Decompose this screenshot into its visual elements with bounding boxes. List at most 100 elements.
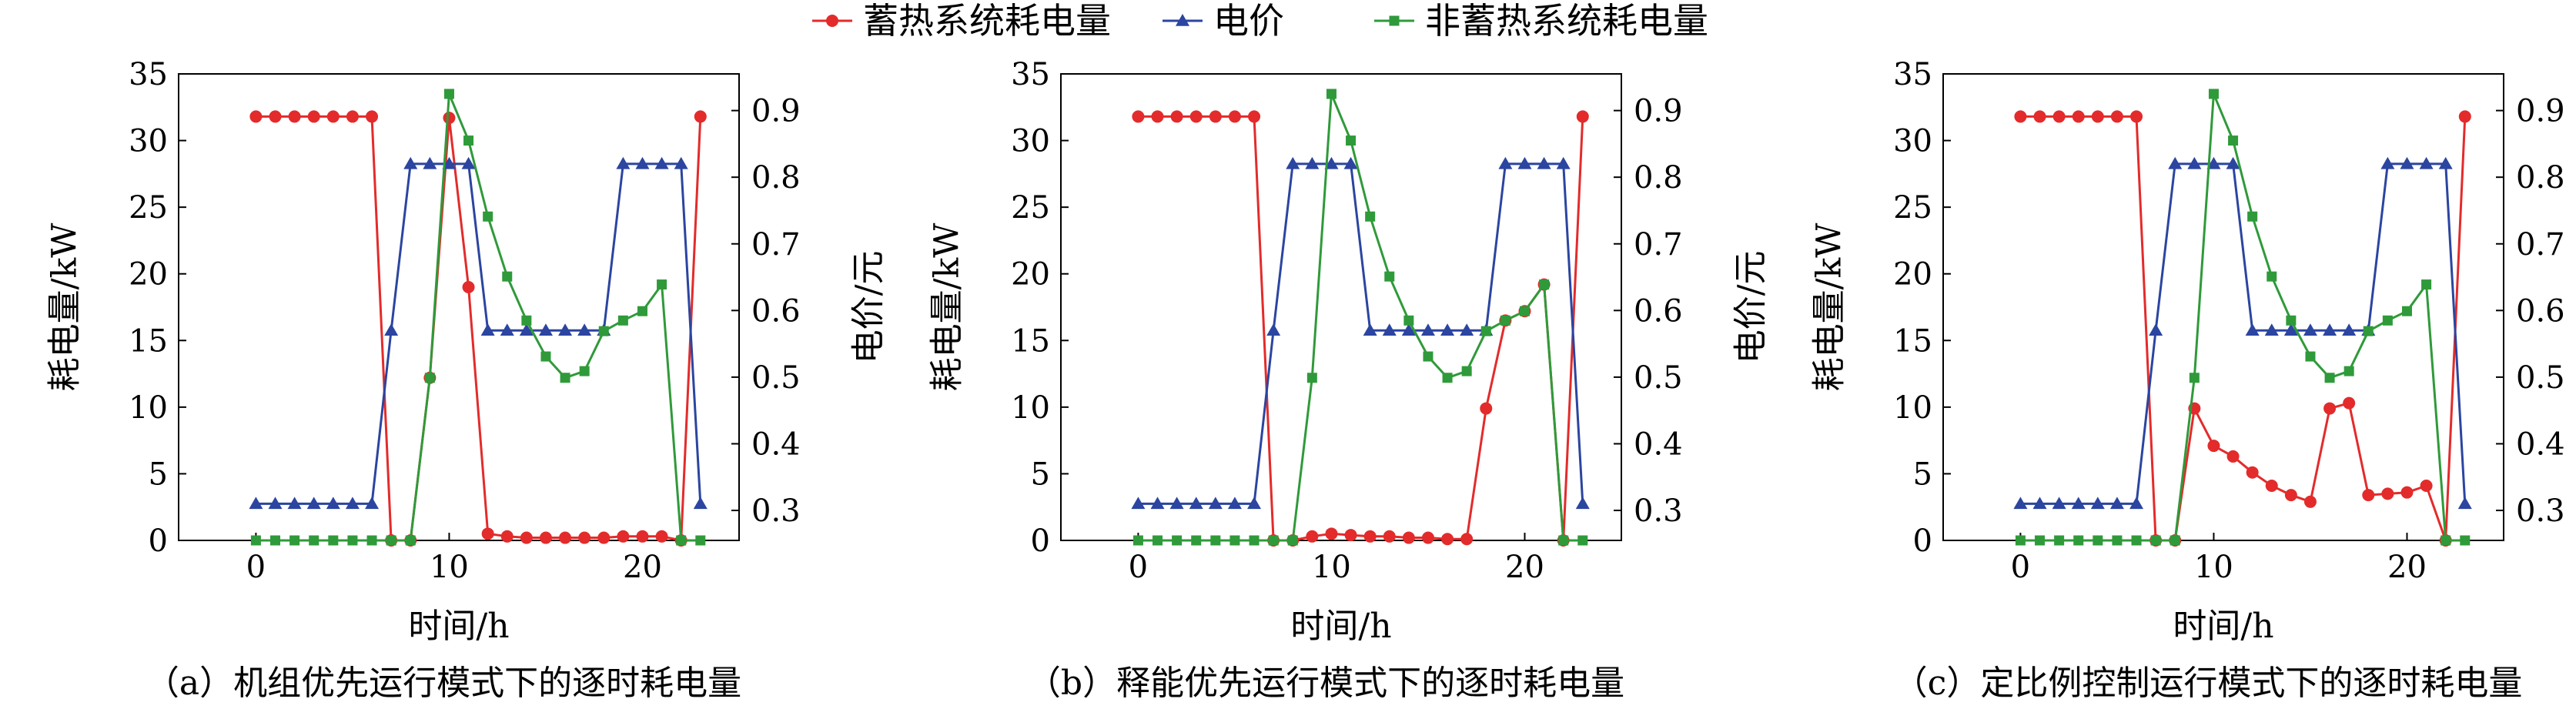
- data-point: [443, 112, 456, 125]
- legend-label: 非蓄热系统耗电量: [1425, 0, 1708, 42]
- chart-panel-b: 0 10 20 0 5 10 15 20 25 30 35 0.3 0.4 0.5 0.6 0.7 0.8 0.9…: [928, 57, 1771, 703]
- data-point: [560, 373, 570, 383]
- data-point: [289, 535, 300, 546]
- data-point: [1227, 497, 1242, 510]
- data-point: [288, 110, 301, 123]
- data-point: [1537, 156, 1551, 169]
- data-point: [1577, 535, 1588, 546]
- data-point: [2303, 323, 2317, 336]
- data-point: [1442, 373, 1453, 383]
- data-point: [616, 156, 631, 169]
- data-point: [1384, 271, 1395, 282]
- data-point: [657, 279, 667, 290]
- data-point: [1363, 323, 1377, 336]
- data-point: [1480, 326, 1491, 336]
- y-tick-label: 20: [1893, 257, 1932, 293]
- data-point: [249, 110, 263, 123]
- y-tick-label: 10: [129, 390, 168, 426]
- data-point: [306, 497, 321, 510]
- data-point: [559, 531, 572, 544]
- data-point: [1326, 89, 1337, 99]
- data-point: [655, 530, 668, 543]
- data-point: [1480, 402, 1493, 415]
- plot-frame: [1060, 73, 1622, 541]
- data-point: [2342, 323, 2357, 336]
- data-point: [2093, 535, 2103, 546]
- data-point: [1363, 530, 1377, 543]
- data-point: [2283, 323, 2298, 336]
- data-point: [309, 535, 319, 546]
- data-point: [2245, 323, 2260, 336]
- x-tick-label: 20: [2387, 550, 2427, 585]
- y2-tick-label: 0.7: [2516, 227, 2565, 263]
- x-tick-label: 10: [430, 550, 469, 585]
- data-point: [2382, 315, 2393, 326]
- data-point: [694, 110, 707, 123]
- series-line: [2020, 92, 2465, 542]
- legend-label: 蓄热系统耗电量: [863, 0, 1111, 42]
- data-point: [1539, 279, 1550, 290]
- data-point: [617, 530, 630, 543]
- data-point: [1461, 366, 1472, 376]
- y-tick-label: 5: [1031, 457, 1050, 492]
- data-point: [502, 271, 513, 282]
- data-point: [461, 156, 476, 169]
- data-point: [2150, 535, 2161, 546]
- data-point: [1344, 529, 1357, 542]
- data-point: [2187, 156, 2202, 169]
- plot-frame: [178, 73, 740, 541]
- y2-tick-label: 0.9: [751, 94, 801, 129]
- y2-tick-label: 0.9: [1634, 94, 1683, 129]
- y-tick-label: 5: [1913, 457, 1932, 492]
- data-point: [287, 497, 302, 510]
- y2-axis-label: 电价/元: [1731, 251, 1771, 364]
- y-axis-label: 耗电量/kW: [45, 222, 85, 391]
- data-point: [1170, 110, 1183, 123]
- series-line: [256, 162, 702, 505]
- y-tick-label: 35: [1011, 57, 1050, 92]
- data-point: [1498, 156, 1513, 169]
- data-point: [1365, 211, 1376, 222]
- data-point: [1441, 533, 1454, 546]
- data-point: [654, 156, 669, 169]
- data-point: [2419, 156, 2434, 169]
- y2-tick-label: 0.6: [751, 293, 801, 329]
- data-point: [2168, 156, 2183, 169]
- y2-tick-label: 0.3: [751, 493, 801, 529]
- panel-caption: （c）定比例控制运行模式下的逐时耗电量: [1894, 664, 2523, 703]
- series-square-3: [1132, 89, 1588, 546]
- x-tick-label: 10: [1312, 550, 1351, 585]
- y2-tick-label: 0.9: [2516, 94, 2565, 129]
- data-point: [2441, 535, 2451, 546]
- data-point: [2363, 326, 2374, 336]
- data-point: [2400, 486, 2414, 499]
- data-point: [578, 531, 591, 544]
- data-point: [521, 315, 532, 326]
- data-point: [1346, 135, 1357, 146]
- data-point: [442, 156, 457, 169]
- data-point: [2226, 156, 2240, 169]
- data-point: [2149, 323, 2163, 336]
- data-point: [2052, 497, 2066, 510]
- data-point: [2381, 487, 2394, 500]
- panels: 0 10 20 0 5 10 15 20 25 30 35 0.3 0.4 0.5 0.6 0.7 0.8 0.9…: [45, 57, 2565, 703]
- data-point: [2112, 535, 2123, 546]
- data-point: [1151, 110, 1164, 123]
- data-point: [365, 497, 380, 510]
- data-point: [1517, 156, 1532, 169]
- data-point: [637, 306, 647, 316]
- y2-axis-label: 电价/元: [849, 251, 888, 364]
- data-point: [2420, 480, 2433, 493]
- data-point: [579, 366, 590, 376]
- data-point: [2343, 366, 2354, 376]
- y-tick-label: 30: [1011, 124, 1050, 159]
- data-point: [462, 281, 475, 294]
- data-point: [1440, 323, 1455, 336]
- data-point: [577, 323, 592, 336]
- data-point: [2015, 535, 2026, 546]
- data-point: [1324, 156, 1339, 169]
- y2-tick-label: 0.5: [1634, 360, 1683, 396]
- data-point: [2033, 110, 2046, 123]
- data-point: [1519, 306, 1530, 316]
